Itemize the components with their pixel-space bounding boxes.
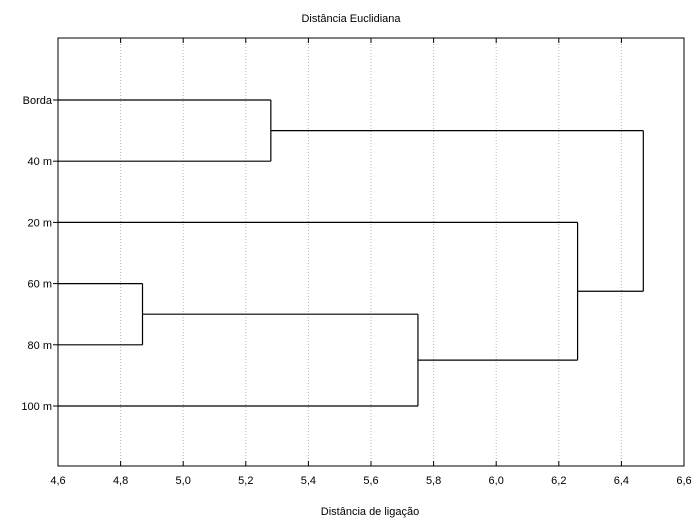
leaf-labels: Borda 40 m 20 m 60 m 80 m 100 m bbox=[21, 95, 58, 413]
dendrogram-links bbox=[58, 99, 644, 407]
x-tick-label: 5,0 bbox=[176, 475, 191, 487]
leaf-label: 80 m bbox=[28, 340, 52, 352]
x-axis-ticks: 4,6 4,8 5,0 5,2 5,4 5,6 5,8 6,0 6,2 6,4 6,6 bbox=[50, 38, 692, 487]
x-tick-label: 6,2 bbox=[551, 475, 566, 487]
leaf-label: 60 m bbox=[28, 279, 52, 291]
x-tick-label: 5,6 bbox=[363, 475, 378, 487]
x-tick-label: 6,0 bbox=[489, 475, 504, 487]
x-tick-label: 5,2 bbox=[238, 475, 253, 487]
x-axis-title: Distância de ligação bbox=[321, 506, 419, 518]
x-tick-label: 4,6 bbox=[50, 475, 65, 487]
x-tick-label: 5,4 bbox=[301, 475, 316, 487]
x-tick-label: 4,8 bbox=[113, 475, 128, 487]
x-tick-label: 5,8 bbox=[426, 475, 441, 487]
leaf-label: Borda bbox=[23, 95, 53, 107]
leaf-label: 20 m bbox=[28, 217, 52, 229]
x-tick-label: 6,6 bbox=[676, 475, 691, 487]
x-tick-label: 6,4 bbox=[614, 475, 629, 487]
chart-title: Distância Euclidiana bbox=[301, 13, 401, 25]
grid-lines bbox=[120, 38, 622, 466]
leaf-label: 100 m bbox=[21, 401, 52, 413]
leaf-label: 40 m bbox=[28, 156, 52, 168]
